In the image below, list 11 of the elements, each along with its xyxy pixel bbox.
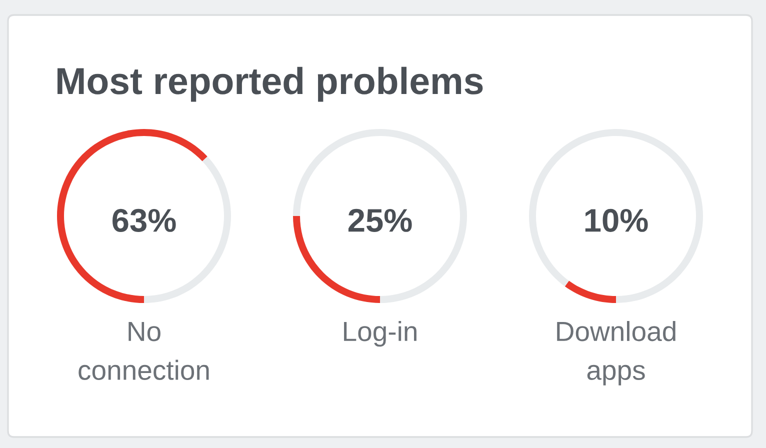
donut-slice: [529, 129, 703, 303]
donut-slice: [564, 280, 616, 303]
donut-slice: [57, 129, 208, 303]
data-label: 25%: [348, 208, 412, 232]
slice-label: No connection: [78, 322, 209, 380]
chart-title: Most reported problems: [58, 66, 483, 102]
slice-label: Log-in: [344, 321, 416, 347]
slice-label: Download apps: [557, 321, 676, 386]
data-label: 63%: [112, 208, 176, 232]
data-label: 10%: [585, 208, 648, 232]
donut-slice: [293, 129, 467, 303]
